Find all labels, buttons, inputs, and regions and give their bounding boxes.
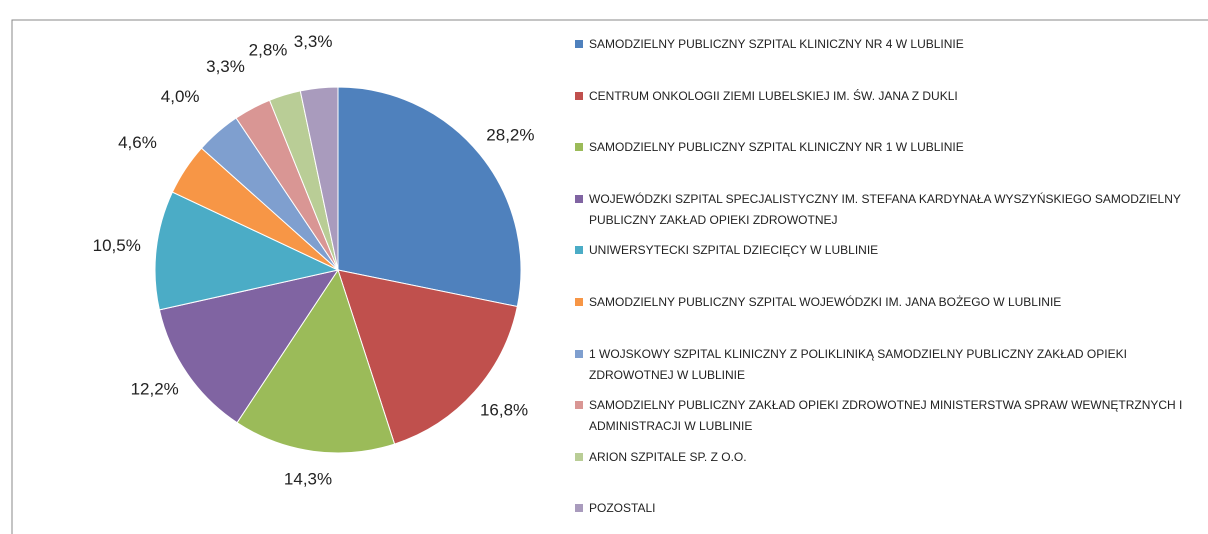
legend-swatch [575, 452, 583, 461]
legend-entry: POZOSTALI [575, 498, 1200, 519]
legend-entry: ARION SZPITALE SP. Z O.O. [575, 447, 1200, 468]
data-label: 12,2% [131, 380, 179, 399]
chart-border [11, 19, 1208, 534]
pie-slice [337, 269, 518, 445]
legend-label: SAMODZIELNY PUBLICZNY SZPITAL KLINICZNY … [589, 37, 964, 51]
legend-swatch [575, 194, 583, 203]
legend-swatch [575, 143, 583, 152]
data-label: 3,3% [294, 32, 333, 51]
legend-entry: WOJEWÓDZKI SZPITAL SPECJALISTYCZNY IM. S… [575, 189, 1200, 231]
legend-swatch [575, 349, 583, 358]
legend-label: 1 WOJSKOWY SZPITAL KLINICZNY Z POLIKLINI… [589, 346, 1127, 382]
pie-slice [154, 191, 340, 311]
legend-label: POZOSTALI [589, 501, 656, 516]
legend-label: CENTRUM ONKOLOGII ZIEMI LUBELSKIEJ IM. Ś… [589, 88, 958, 103]
legend-entry: SAMODZIELNY PUBLICZNY SZPITAL WOJEWÓDZKI… [575, 292, 1200, 313]
data-label: 10,5% [93, 236, 141, 255]
data-label: 28,2% [486, 125, 534, 144]
legend-label: ARION SZPITALE SP. Z O.O. [589, 449, 747, 464]
data-label: 4,6% [118, 133, 157, 152]
legend-swatch [575, 246, 583, 255]
legend-entry: SAMODZIELNY PUBLICZNY SZPITAL KLINICZNY … [575, 137, 1200, 158]
legend-label: SAMODZIELNY PUBLICZNY SZPITAL KLINICZNY … [589, 140, 964, 155]
data-label: 4,0% [161, 87, 200, 106]
pie-slice [299, 86, 339, 271]
legend-entry: UNIWERSYTECKI SZPITAL DZIECIĘCY W LUBLIN… [575, 240, 1200, 261]
pie-slice [236, 268, 396, 454]
legend-swatch [575, 401, 583, 410]
legend-entry: CENTRUM ONKOLOGII ZIEMI LUBELSKIEJ IM. Ś… [575, 86, 1200, 107]
data-label: 3,3% [206, 57, 245, 76]
data-label: 2,8% [249, 40, 288, 59]
legend-swatch [575, 504, 583, 513]
legend-swatch [575, 298, 583, 306]
legend-entry: 1 WOJSKOWY SZPITAL KLINICZNY Z POLIKLINI… [575, 344, 1200, 386]
legend-swatch [575, 40, 583, 48]
legend-label: UNIWERSYTECKI SZPITAL DZIECIĘCY W LUBLIN… [589, 243, 879, 258]
data-label: 14,3% [284, 470, 332, 489]
legend-label: SAMODZIELNY PUBLICZNY ZAKŁAD OPIEKI ZDRO… [589, 398, 1183, 434]
pie-slice [158, 269, 340, 424]
legend-label: WOJEWÓDZKI SZPITAL SPECJALISTYCZNY IM. S… [589, 191, 1181, 227]
data-label: 16,8% [480, 401, 528, 420]
legend-swatch [575, 91, 583, 100]
legend-label: SAMODZIELNY PUBLICZNY SZPITAL WOJEWÓDZKI… [589, 295, 1062, 309]
legend-entry: SAMODZIELNY PUBLICZNY SZPITAL KLINICZNY … [575, 34, 1200, 55]
legend-entry: SAMODZIELNY PUBLICZNY ZAKŁAD OPIEKI ZDRO… [575, 395, 1200, 437]
pie-slice [337, 86, 522, 308]
